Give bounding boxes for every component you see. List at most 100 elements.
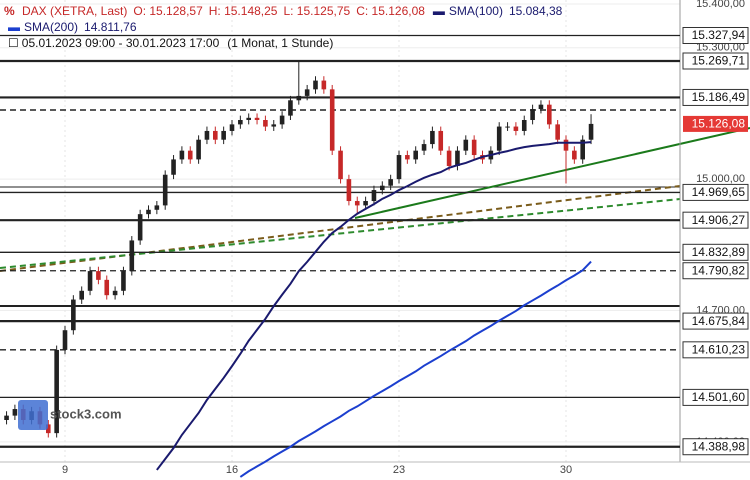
- candle-body: [505, 126, 510, 128]
- x-tick-label: 23: [393, 464, 405, 476]
- candle-body: [496, 126, 502, 151]
- candle-body: [563, 139, 569, 151]
- candle-body: [371, 190, 377, 202]
- level-label: 14.969,65: [692, 185, 746, 199]
- level-label-box: [682, 341, 749, 359]
- candle-body: [455, 150, 460, 166]
- candle-body: [137, 214, 143, 241]
- candle-body: [162, 174, 168, 206]
- candle-body: [463, 139, 469, 151]
- level-label-box: [682, 438, 749, 456]
- level-label: 15.327,94: [692, 28, 746, 42]
- level-label: 15.269,71: [692, 54, 746, 68]
- candle-body: [388, 179, 393, 186]
- level-label-box: [682, 388, 749, 406]
- candle-body: [179, 150, 185, 160]
- y-tick-label: 15.000,00: [696, 173, 745, 185]
- level-label: 14.906,27: [692, 213, 746, 227]
- level-label: 14.388,98: [692, 439, 746, 453]
- legend-value: 14.811,76: [84, 20, 137, 34]
- legend-swatch: ▬: [8, 20, 20, 34]
- level-label-box: [682, 312, 749, 330]
- candle-body: [329, 89, 335, 151]
- candle-body: [338, 150, 343, 180]
- legend-swatch: ▬: [433, 4, 445, 18]
- candle-body: [321, 80, 327, 90]
- candle-body: [421, 144, 427, 151]
- trendline: [0, 198, 681, 269]
- level-label: 14.832,89: [692, 245, 746, 259]
- y-tick-label: 15.300,00: [696, 42, 745, 54]
- level-label-box: [682, 183, 749, 201]
- header-line: ☐ 05.01.2023 09:00 - 30.01.2023 17:00 (1 M…: [8, 36, 333, 50]
- symbol: DAX (XETRA, Last): [22, 4, 127, 18]
- candle-body: [254, 117, 260, 120]
- candle-body: [112, 290, 118, 296]
- level-label-box: [682, 52, 749, 70]
- header-line: DAX (XETRA, Last) O: 15.128,57 H: 15.148,2…: [22, 4, 563, 18]
- candle-body: [12, 409, 18, 416]
- candle-body: [146, 209, 151, 215]
- candle-body: [238, 120, 243, 125]
- level-label: 15.186,49: [692, 90, 746, 104]
- candle-body: [4, 415, 9, 420]
- x-tick-label: 9: [62, 464, 68, 476]
- candle-body: [304, 89, 310, 96]
- level-label-box: [682, 27, 749, 45]
- legend-name: SMA(200): [24, 20, 78, 34]
- candle-body: [104, 279, 110, 296]
- ohlc-value: L: 15.125,75: [283, 4, 350, 18]
- candle-body: [246, 117, 251, 120]
- candle-body: [555, 124, 560, 140]
- logo: stock3.com: [18, 400, 122, 430]
- candle-body: [54, 349, 59, 434]
- logo-icon: [18, 400, 48, 430]
- last-price-box: [683, 115, 748, 132]
- x-tick-label: 30: [560, 464, 572, 476]
- candle-body: [154, 205, 160, 210]
- candle-body: [204, 130, 210, 140]
- ma-line: [156, 141, 592, 471]
- candle-body: [62, 330, 68, 350]
- candle-body: [588, 123, 594, 140]
- candle-body: [354, 201, 360, 206]
- candle-body: [405, 155, 410, 160]
- icon: %: [4, 4, 15, 18]
- level-label: 14.610,23: [692, 342, 746, 356]
- candle-body: [71, 299, 76, 331]
- candle-body: [363, 201, 368, 206]
- ohlc-value: O: 15.128,57: [133, 4, 203, 18]
- level-label: 14.501,60: [692, 390, 746, 404]
- ohlc-value: C: 15.126,08: [356, 4, 425, 18]
- level-label-box: [682, 262, 749, 280]
- legend-value: 15.084,38: [509, 4, 563, 18]
- candle-body: [296, 95, 302, 101]
- x-tick-label: 16: [226, 464, 238, 476]
- candle-body: [572, 150, 577, 160]
- y-tick-label: 15.400,00: [696, 0, 745, 10]
- ohlc-value: H: 15.148,25: [209, 4, 278, 18]
- watermark: stock3.com: [50, 406, 122, 421]
- candle-body: [96, 271, 101, 280]
- level-label-box: [682, 243, 749, 261]
- drawings: [0, 109, 750, 307]
- candle-body: [438, 130, 444, 151]
- candle-body: [446, 150, 452, 166]
- ma-line: [239, 260, 592, 478]
- candle-body: [87, 271, 93, 291]
- period: (1 Monat, 1 Stunde): [227, 36, 333, 50]
- candle-body: [129, 240, 135, 272]
- header: % DAX (XETRA, Last) O: 15.128,57 H: 15.148…: [4, 4, 563, 50]
- candle-body: [547, 104, 552, 125]
- last-price-label: 15.126,08: [692, 117, 746, 131]
- level-label: 14.790,82: [692, 263, 746, 277]
- level-label: 14.675,84: [692, 314, 746, 328]
- candle-body: [46, 424, 51, 434]
- candle-body: [538, 104, 544, 110]
- background-layer: [0, 0, 680, 462]
- header-line: ▬ SMA(200) 14.811,76: [8, 20, 137, 34]
- candle-body: [430, 130, 435, 145]
- candle-body: [413, 150, 418, 160]
